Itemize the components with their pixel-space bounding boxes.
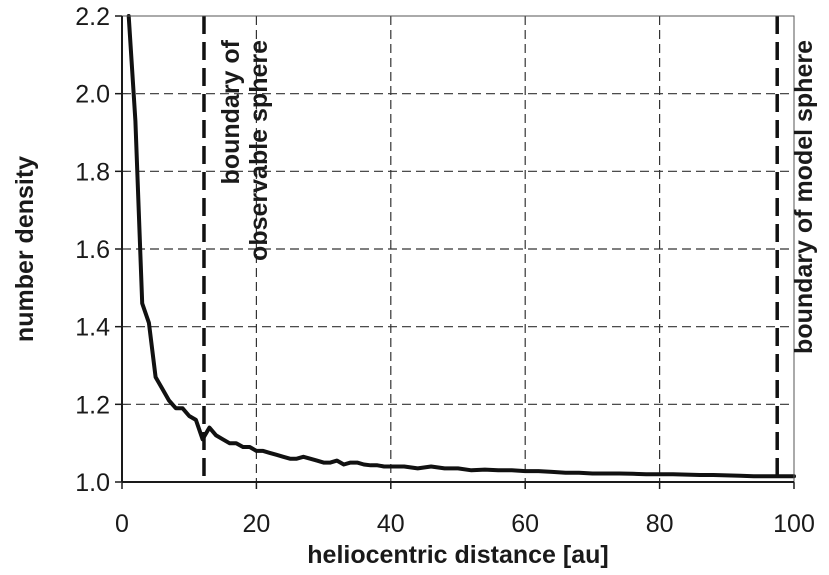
- x-tick-label: 100: [773, 510, 815, 538]
- y-tick-label: 1.0: [75, 469, 110, 497]
- y-tick-label: 2.2: [75, 3, 110, 31]
- grid-lines: [115, 15, 795, 489]
- annotations: boundary of observable sphere boundary of …: [217, 39, 818, 354]
- y-tick-label: 2.0: [75, 81, 110, 109]
- y-tick-label: 1.6: [75, 236, 110, 264]
- y-tick-label: 1.4: [75, 314, 110, 342]
- x-axis-label: heliocentric distance [au]: [307, 541, 608, 569]
- series-layer: [126, 14, 796, 479]
- plot-frame: [121, 15, 795, 483]
- x-tick-label: 20: [242, 510, 270, 538]
- boundary-annotation: boundary of: [217, 39, 245, 184]
- boundary-annotation: boundary of model sphere: [790, 40, 818, 354]
- x-tick-label: 40: [377, 510, 405, 538]
- x-tick-label: 0: [115, 510, 129, 538]
- y-tick-label: 1.8: [75, 158, 110, 186]
- tick-labels: 0 20 40 60 80 100 1.0 1.2 1.4 1.6 1.8 2.0 2.2: [75, 3, 815, 538]
- x-tick-label: 80: [646, 510, 674, 538]
- boundary-annotation: observable sphere: [245, 40, 273, 261]
- x-tick-label: 60: [511, 510, 539, 538]
- y-axis-label: number density: [11, 156, 39, 342]
- series-line: [126, 14, 796, 479]
- y-tick-label: 1.2: [75, 391, 110, 419]
